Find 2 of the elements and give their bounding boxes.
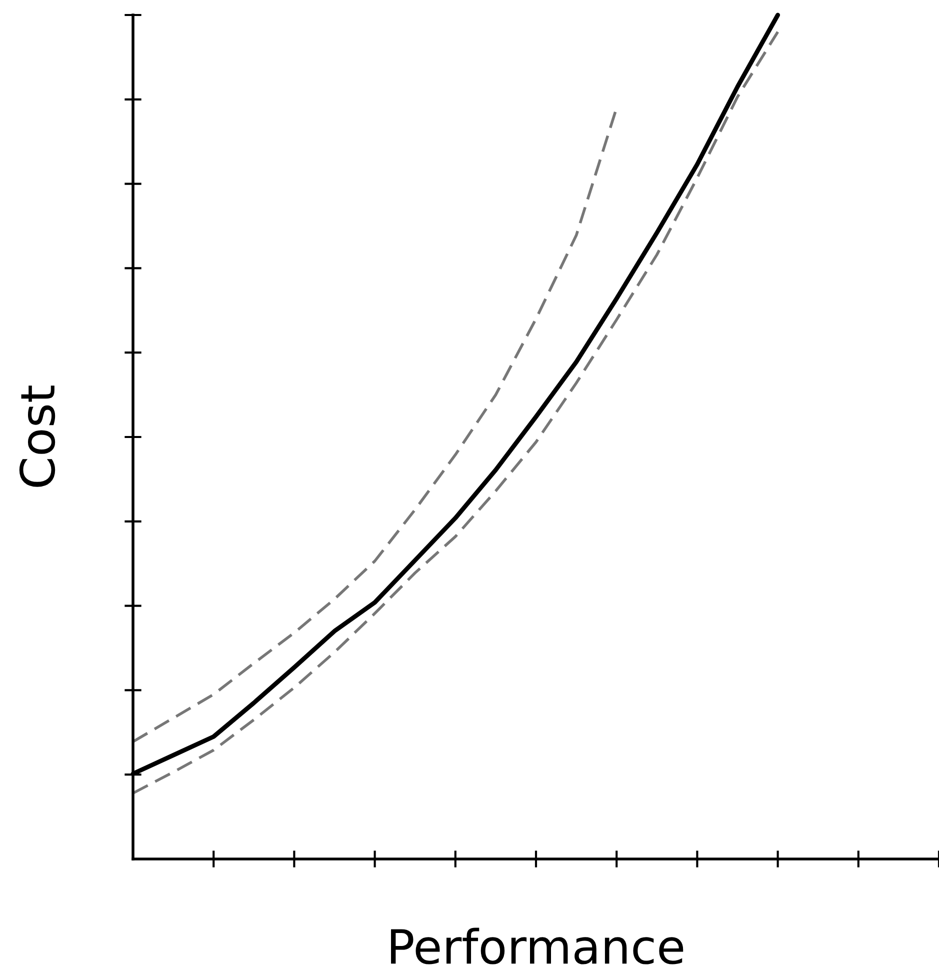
x-axis-title: Performance [391, 928, 684, 964]
y-axis-title: Cost [19, 386, 56, 487]
